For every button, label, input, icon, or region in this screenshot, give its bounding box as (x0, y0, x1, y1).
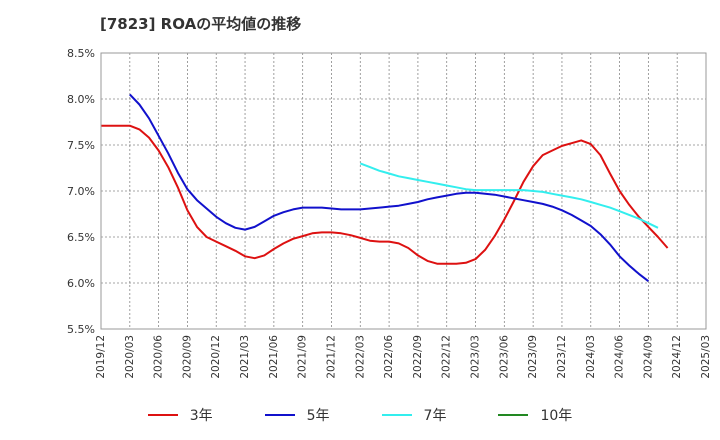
x-tick-label: 2021/12 (325, 335, 337, 379)
x-tick-label: 2020/09 (181, 335, 193, 379)
y-tick-label: 5.5% (67, 323, 95, 336)
legend-swatch (381, 414, 412, 416)
x-tick-label: 2023/03 (470, 335, 482, 379)
chart-title: [7823] ROAの平均値の推移 (100, 15, 302, 33)
x-tick-label: 2020/03 (124, 335, 136, 379)
x-tick-label: 2022/06 (383, 335, 395, 379)
legend-label: 7年 (423, 408, 447, 424)
legend-label: 5年 (306, 408, 330, 424)
grid-lines (100, 52, 707, 330)
series-line-2 (359, 162, 659, 229)
x-tick-label: 2024/09 (642, 335, 654, 379)
legend-swatch (498, 414, 529, 416)
y-tick-label: 8.0% (67, 93, 95, 106)
legend-item: 10年 (498, 405, 572, 425)
legend-swatch (264, 414, 295, 416)
series-lines (101, 93, 669, 282)
x-tick-label: 2022/12 (441, 335, 453, 379)
x-tick-label: 2023/12 (556, 335, 568, 379)
y-tick-label: 8.5% (67, 47, 95, 60)
x-tick-label: 2023/06 (498, 335, 510, 379)
series-line-1 (129, 93, 650, 282)
y-axis-ticks: 5.5% 6.0% 6.5% 7.0% 7.5% 8.0% 8.5% (67, 47, 95, 336)
x-tick-label: 2021/06 (268, 335, 280, 379)
legend-label: 3年 (189, 408, 213, 424)
x-tick-label: 2020/06 (153, 335, 165, 379)
x-tick-label: 2019/12 (95, 335, 107, 379)
x-tick-label: 2022/09 (412, 335, 424, 379)
series-line-0 (101, 124, 669, 265)
legend-label: 10年 (540, 408, 573, 424)
legend: 3年 5年 7年 10年 (0, 403, 720, 427)
x-tick-label: 2024/03 (585, 335, 597, 379)
x-axis-ticks: 2019/12 2020/03 2020/06 2020/09 2020/12 2021/… (95, 335, 712, 379)
x-tick-label: 2021/09 (297, 335, 309, 379)
y-tick-label: 7.5% (67, 139, 95, 152)
x-tick-label: 2020/12 (210, 335, 222, 379)
legend-item: 5年 (264, 405, 330, 425)
x-tick-label: 2023/09 (527, 335, 539, 379)
y-tick-label: 6.0% (67, 277, 95, 290)
plot-frame (100, 52, 707, 330)
legend-swatch (147, 414, 178, 416)
legend-item: 7年 (381, 405, 447, 425)
y-tick-label: 7.0% (67, 185, 95, 198)
x-tick-label: 2022/03 (354, 335, 366, 379)
x-tick-label: 2024/06 (614, 335, 626, 379)
legend-item: 3年 (147, 405, 213, 425)
y-tick-label: 6.5% (67, 231, 95, 244)
x-tick-label: 2025/03 (700, 335, 712, 379)
x-tick-label: 2021/03 (239, 335, 251, 379)
x-tick-label: 2024/12 (671, 335, 683, 379)
